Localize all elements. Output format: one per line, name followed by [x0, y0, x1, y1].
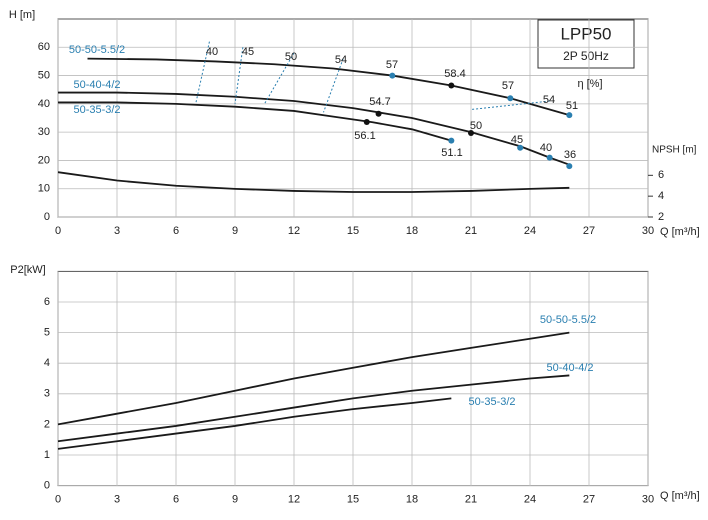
x-tick-label: 18	[406, 494, 418, 506]
efficiency-label: 57	[386, 59, 398, 71]
iso-efficiency	[264, 52, 295, 105]
y-tick-label: 3	[44, 388, 50, 400]
efficiency-point	[546, 154, 553, 161]
efficiency-label: 54.7	[369, 96, 390, 108]
efficiency-label: 45	[242, 46, 254, 58]
efficiency-point	[448, 137, 455, 144]
curve	[58, 91, 570, 166]
y-tick-label: 6	[44, 296, 50, 308]
efficiency-point	[517, 144, 524, 151]
efficiency-point	[375, 110, 382, 117]
efficiency-label: 51.1	[441, 147, 462, 159]
x-tick-label: 27	[583, 494, 595, 506]
efficiency-label: 50	[285, 51, 297, 63]
x-axis-title: Q [m³/h]	[660, 226, 700, 238]
x-tick-label: 24	[524, 494, 536, 506]
efficiency-label: 57	[502, 80, 514, 92]
efficiency-label: 36	[564, 149, 576, 161]
efficiency-point	[389, 72, 396, 79]
efficiency-label: 54	[335, 54, 347, 66]
x-tick-label: 21	[465, 494, 477, 506]
x-tick-label: 9	[232, 494, 238, 506]
y-tick-label: 4	[44, 357, 50, 369]
y-tick-label: 20	[38, 154, 50, 166]
efficiency-label: 56.1	[354, 130, 375, 142]
x-tick-label: 12	[288, 494, 300, 506]
efficiency-point	[507, 95, 514, 102]
y2-tick-label: 4	[658, 190, 664, 202]
y2-axis-title: NPSH [m]	[652, 145, 697, 156]
efficiency-label: 40	[206, 46, 218, 58]
y-tick-label: 5	[44, 327, 50, 339]
efficiency-title: η [%]	[577, 78, 602, 90]
efficiency-label: 50	[470, 120, 482, 132]
iso-efficiency	[195, 41, 210, 104]
curve	[57, 374, 570, 443]
x-axis-title: Q [m³/h]	[660, 490, 700, 502]
x-tick-label: 15	[347, 225, 359, 237]
x-tick-label: 3	[114, 494, 120, 506]
curve	[57, 331, 570, 426]
efficiency-point	[566, 112, 573, 119]
iso-efficiency	[470, 100, 550, 111]
efficiency-point	[363, 118, 370, 125]
x-tick-label: 6	[173, 494, 179, 506]
efficiency-point	[448, 82, 455, 89]
iso-efficiency	[234, 47, 244, 104]
curve-label: 50-50-5.5/2	[69, 44, 125, 56]
efficiency-label: 45	[511, 134, 523, 146]
model: LPP50	[560, 24, 611, 43]
x-tick-label: 12	[288, 225, 300, 237]
spec: 2P 50Hz	[563, 49, 609, 63]
y-tick-label: 60	[38, 41, 50, 53]
x-tick-label: 9	[232, 225, 238, 237]
y2-tick-label: 2	[658, 211, 664, 223]
y-tick-label: 2	[44, 418, 50, 430]
y-axis-title: H [m]	[9, 9, 35, 21]
x-tick-label: 30	[642, 225, 654, 237]
curve-label: 50-35-3/2	[73, 104, 120, 116]
x-tick-label: 21	[465, 225, 477, 237]
x-tick-label: 3	[114, 225, 120, 237]
x-tick-label: 0	[55, 494, 61, 506]
curve	[57, 397, 452, 450]
y-tick-label: 40	[38, 98, 50, 110]
x-tick-label: 6	[173, 225, 179, 237]
efficiency-label: 54	[543, 94, 555, 106]
x-tick-label: 0	[55, 225, 61, 237]
curve-label: 50-50-5.5/2	[540, 314, 596, 326]
y-tick-label: 0	[44, 480, 50, 492]
x-tick-label: 27	[583, 225, 595, 237]
x-tick-label: 15	[347, 494, 359, 506]
curve-label: 50-40-4/2	[546, 362, 593, 374]
curve	[57, 171, 570, 193]
curve-label: 50-40-4/2	[73, 79, 120, 91]
curve-label: 50-35-3/2	[468, 396, 515, 408]
x-tick-label: 30	[642, 494, 654, 506]
y2-tick-label: 6	[658, 169, 664, 181]
model-box	[537, 19, 635, 69]
efficiency-point	[566, 163, 573, 170]
x-tick-label: 18	[406, 225, 418, 237]
y-axis-title: P2[kW]	[10, 264, 45, 276]
efficiency-label: 58.4	[444, 68, 465, 80]
iso-efficiency	[323, 58, 344, 113]
efficiency-label: 40	[540, 142, 552, 154]
efficiency-point	[468, 129, 474, 136]
y-tick-label: 0	[44, 211, 50, 223]
y-tick-label: 50	[38, 69, 50, 81]
x-tick-label: 24	[524, 225, 536, 237]
y-tick-label: 10	[38, 183, 50, 195]
efficiency-label: 51	[566, 100, 578, 112]
curve	[58, 101, 452, 142]
y-tick-label: 30	[38, 126, 50, 138]
y-tick-label: 1	[44, 449, 50, 461]
curve	[87, 57, 570, 117]
